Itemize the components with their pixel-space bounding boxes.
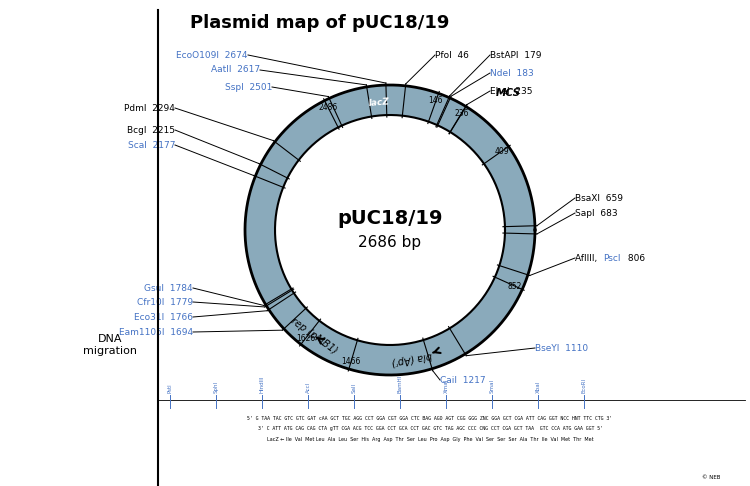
Text: SphI: SphI: [214, 381, 218, 393]
Text: 2486: 2486: [319, 103, 338, 112]
Text: EcoO109I  2674: EcoO109I 2674: [176, 51, 248, 59]
Text: 806: 806: [625, 254, 645, 262]
Text: pUC18/19: pUC18/19: [338, 208, 442, 227]
Text: NdeI  183: NdeI 183: [490, 69, 534, 77]
Text: DNA
migration: DNA migration: [83, 334, 137, 356]
Text: BseYI  1110: BseYI 1110: [535, 344, 588, 352]
Text: bla (Apʳ): bla (Apʳ): [391, 350, 433, 366]
Text: CaiI  1217: CaiI 1217: [440, 376, 486, 384]
Text: BstAPI  179: BstAPI 179: [490, 51, 542, 59]
Text: MCS: MCS: [495, 88, 520, 98]
Text: AatII  2617: AatII 2617: [211, 66, 260, 74]
Text: AflIII,: AflIII,: [575, 254, 600, 262]
Polygon shape: [245, 88, 535, 375]
Text: EcoRI: EcoRI: [581, 378, 586, 393]
Text: XmaI: XmaI: [443, 379, 448, 393]
Text: Cfr10I  1779: Cfr10I 1779: [136, 297, 193, 307]
Text: PscI: PscI: [603, 254, 620, 262]
Text: EheI  235: EheI 235: [490, 87, 532, 96]
Text: ScaI  2177: ScaI 2177: [128, 140, 175, 150]
Polygon shape: [245, 85, 535, 375]
Text: BamHI: BamHI: [398, 375, 403, 393]
Polygon shape: [245, 85, 535, 375]
Text: 146: 146: [429, 96, 443, 105]
Text: Eam1105I  1694: Eam1105I 1694: [118, 328, 193, 336]
Text: BsaXI  659: BsaXI 659: [575, 193, 623, 203]
Polygon shape: [245, 141, 535, 375]
Text: BcgI  2215: BcgI 2215: [127, 125, 175, 135]
Text: 236: 236: [454, 109, 469, 118]
Polygon shape: [245, 85, 535, 375]
Text: 409: 409: [495, 147, 509, 156]
Text: HindIII: HindIII: [260, 376, 265, 393]
Text: 1626: 1626: [296, 333, 316, 343]
Text: 3' C ATT ATG CAG CAG CTA gTT CGA ACG TCC GGA CCT GCA CCT GAC GTC TAG AGC CCC CNG: 3' C ATT ATG CAG CAG CTA gTT CGA ACG TCC…: [257, 426, 602, 431]
Text: © NEB: © NEB: [702, 475, 720, 480]
Text: SapI  683: SapI 683: [575, 208, 618, 218]
Text: Plasmid map of pUC18/19: Plasmid map of pUC18/19: [190, 14, 450, 32]
Polygon shape: [245, 85, 535, 375]
Text: GsuI  1784: GsuI 1784: [144, 283, 193, 293]
Text: 5' G TAA TAC GTC GTC GAT cAA GCT TGC AGG CCT GGA CGT GGA CTC BAG AGO AGT CGG GGG: 5' G TAA TAC GTC GTC GAT cAA GCT TGC AGG…: [248, 416, 613, 421]
Text: 1466: 1466: [341, 357, 361, 366]
Text: 2686 bp: 2686 bp: [358, 235, 422, 249]
Text: XbaI: XbaI: [536, 381, 541, 393]
Text: PstI: PstI: [167, 383, 172, 393]
Text: SmaI: SmaI: [490, 379, 494, 393]
Text: AccI: AccI: [305, 382, 310, 393]
Text: PfoI  46: PfoI 46: [435, 51, 469, 59]
Text: lacZ: lacZ: [368, 97, 390, 108]
Text: LacZ ← Ile  Val  Met Leu  Ala  Leu  Ser  His  Arg  Asp  Thr  Ser  Leu  Pro  Asp : LacZ ← Ile Val Met Leu Ala Leu Ser His A…: [267, 437, 593, 442]
Text: Eco31I  1766: Eco31I 1766: [134, 312, 193, 322]
Text: SspI  2501: SspI 2501: [225, 83, 272, 91]
Text: 852: 852: [508, 282, 522, 291]
Text: rep (pMB1): rep (pMB1): [289, 315, 339, 355]
Text: PdmI  2294: PdmI 2294: [124, 104, 175, 112]
Text: SalI: SalI: [352, 383, 356, 393]
